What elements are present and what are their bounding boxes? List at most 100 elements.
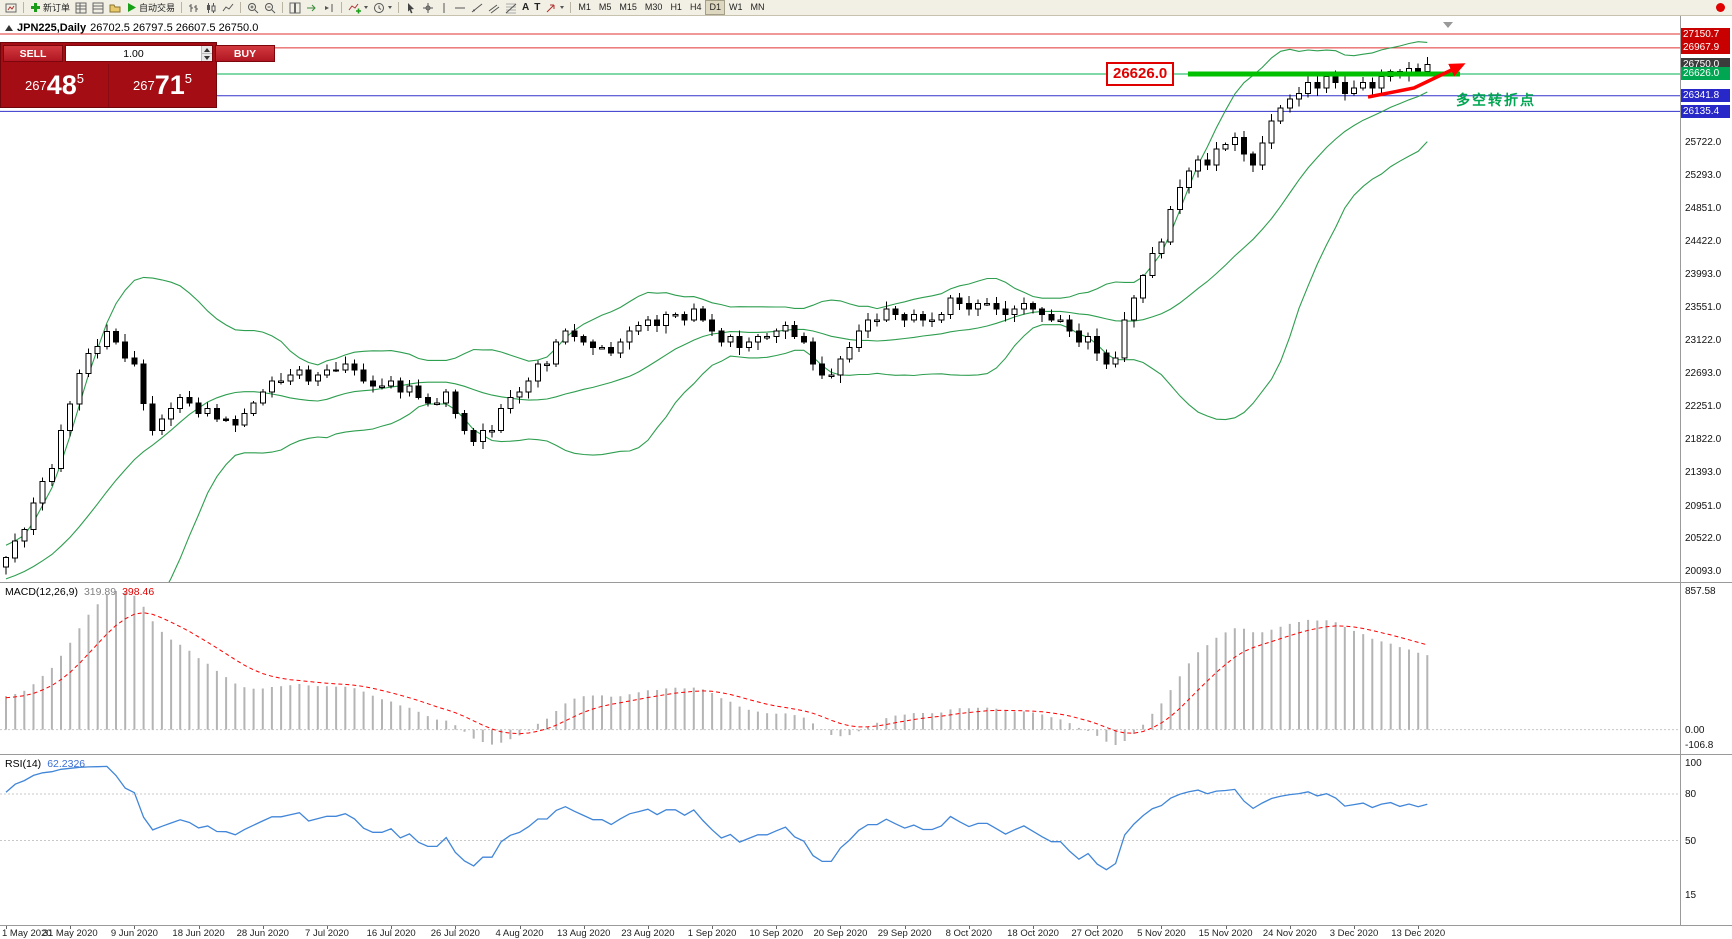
price-axis-label: 24851.0 [1685,203,1722,215]
indicators-button[interactable] [346,1,370,15]
periods-button[interactable] [371,1,394,15]
trend-annotations[interactable] [1188,63,1466,99]
volume-control [65,45,213,62]
chart-shift-button[interactable] [321,1,337,15]
date-tick [1353,926,1355,929]
price-axis-label: 20093.0 [1685,566,1722,577]
macd-axis[interactable]: 857.58 0.00 -106.8 [1680,583,1732,754]
bollinger-bands [5,41,1428,582]
channel-tool-button[interactable] [486,1,502,15]
rsi-canvas[interactable] [0,755,1680,926]
rsi-axis-label: 50 [1685,835,1697,847]
buy-price-sup: 5 [184,71,192,86]
buy-button[interactable]: BUY [215,45,275,62]
rsi-line [5,765,1428,871]
sell-button[interactable]: SELL [3,45,63,62]
chart-shift-icon [325,3,333,12]
level-price-label[interactable]: 26626.0 [1106,62,1175,86]
timeframe-m1[interactable]: M1 [578,2,591,12]
dropdown-caret-icon [364,6,369,9]
price-axis-label: 25293.0 [1685,169,1722,181]
date-label: 16 Jul 2020 [366,928,416,939]
price-axis-label: 22251.0 [1685,401,1722,413]
label-tool-button[interactable]: T [532,1,542,15]
bar-chart-button[interactable] [186,1,202,15]
line-chart-button[interactable] [220,1,236,15]
timeframe-w1[interactable]: W1 [728,2,743,12]
zoom-out-button[interactable] [262,1,278,15]
horizontal-line-tool-button[interactable] [452,1,468,15]
price-level-badge: 26967.9 [1681,41,1730,55]
volume-steppers [201,46,212,61]
rows-icon [92,2,104,13]
date-tick [326,926,328,929]
timeframe-m30[interactable]: M30 [644,2,663,12]
date-tick [6,926,7,929]
timeframe-h4[interactable]: H4 [689,2,702,12]
price-axis-label: 20522.0 [1685,533,1722,545]
buy-price[interactable]: 267 71 5 [108,64,216,107]
cursor-tool-button[interactable] [403,1,419,15]
auto-scroll-icon [307,4,316,11]
price-level-badge: 26626.0 [1681,67,1730,81]
dropdown-caret-icon [560,6,565,9]
crosshair-tool-button[interactable] [420,1,436,15]
rsi-axis-label: 15 [1685,889,1697,901]
main-toolbar: 新订单 自动交易 [0,0,1732,16]
timeframe-h1[interactable]: H1 [670,2,682,12]
sell-price-prefix: 267 [25,78,47,93]
market-watch-button[interactable] [73,1,89,15]
macd-signal-value: 398.46 [122,586,155,598]
chart-ohlc-values: 26702.5 26797.5 26607.5 26750.0 [90,22,259,34]
chart-window-icon[interactable] [3,1,19,15]
main-chart-canvas[interactable] [0,16,1680,582]
date-tick [1097,926,1099,929]
ohlc-bars-icon [189,3,199,12]
toolbar-separator [398,2,400,13]
line-chart-icon [222,3,234,11]
trendline-tool-button[interactable] [469,1,485,15]
macd-label: MACD(12,26,9) 319.89 398.46 [5,586,154,598]
fibonacci-tool-button[interactable] [503,1,519,15]
auto-trading-button[interactable]: 自动交易 [124,1,177,15]
sell-price[interactable]: 267 48 5 [1,64,108,107]
timeframe-m15[interactable]: M15 [619,2,637,12]
date-axis[interactable]: 1 May 2020 31 May 2020 9 Jun 2020 18 Jun 20… [0,925,1732,939]
timeframe-m5[interactable]: M5 [598,2,612,12]
price-axis[interactable]: 25722.0 25293.0 24851.0 24422.0 23993.0 23551… [1680,16,1732,582]
rsi-axis[interactable]: 100 80 50 15 [1680,755,1732,925]
cursor-icon [408,2,415,13]
auto-scroll-button[interactable] [304,1,320,15]
navigator-button[interactable] [107,1,123,15]
date-label: 15 Nov 2020 [1198,928,1253,939]
main-chart-pane: JPN225,Daily 26702.5 26797.5 26607.5 267… [0,16,1732,582]
vertical-line-tool-button[interactable] [437,1,451,15]
grid-icon [75,2,87,13]
volume-input[interactable] [66,46,201,61]
macd-main-value: 319.89 [83,586,117,598]
volume-decrease-button[interactable] [202,53,212,61]
tile-windows-button[interactable] [287,1,303,15]
toolbar-separator [341,2,343,13]
rsi-axis-label: 80 [1685,789,1697,800]
macd-axis-label: -106.8 [1685,740,1714,751]
text-tool-button[interactable]: A [520,1,531,15]
arrows-tool-button[interactable] [543,1,566,15]
indicators-icon [348,3,362,13]
notification-icon[interactable] [1716,3,1725,12]
timeframe-d1[interactable]: D1 [705,0,725,15]
date-label: 13 Dec 2020 [1391,928,1446,939]
timeframe-mn[interactable]: MN [750,2,765,12]
volume-increase-button[interactable] [202,46,212,53]
candlestick-button[interactable] [203,1,219,15]
chart-shift-marker [1443,22,1453,28]
date-label: 9 Jun 2020 [110,928,158,939]
zoom-in-button[interactable] [245,1,261,15]
macd-canvas[interactable] [0,583,1680,755]
chart-collapse-icon[interactable] [5,25,13,31]
auto-trading-label: 自动交易 [139,3,176,13]
data-window-button[interactable] [90,1,106,15]
new-order-button[interactable]: 新订单 [28,1,72,15]
annotation-note-text[interactable]: 多空转折点 [1456,92,1536,108]
